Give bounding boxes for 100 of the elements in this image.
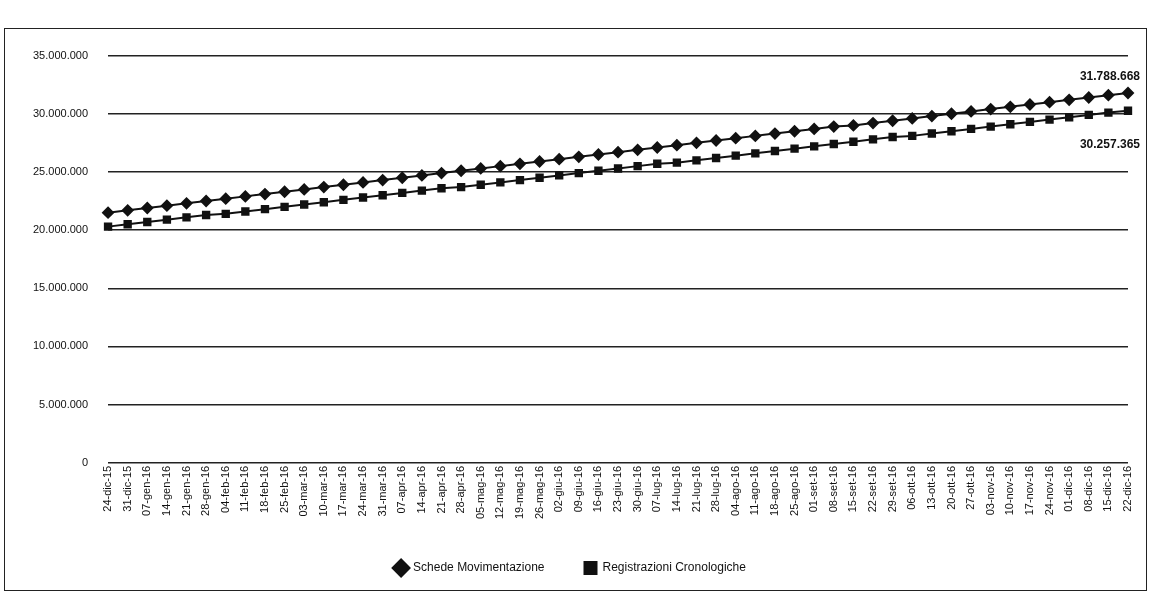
- x-tick-label: 15-set-16: [846, 465, 859, 513]
- x-tick-label: 01-dic-16: [1062, 465, 1075, 512]
- x-tick-label: 17-nov-16: [1022, 465, 1035, 516]
- x-tick-label: 28-apr-16: [454, 465, 467, 514]
- x-tick-label: 27-ott-16: [964, 465, 977, 510]
- x-tick-label: 05-mag-16: [473, 465, 486, 520]
- x-tick-label: 14-gen-16: [159, 465, 172, 516]
- point: [1045, 115, 1054, 124]
- x-tick-label: 11-ago-16: [748, 465, 761, 516]
- x-tick-label: 31-dic-15: [120, 465, 133, 512]
- legend-label: Schede Movimentazione: [413, 560, 545, 575]
- x-tick-label: 17-mar-16: [336, 465, 349, 517]
- x-tick-label: 20-ott-16: [944, 465, 957, 510]
- point: [533, 155, 546, 168]
- point: [925, 110, 938, 123]
- point: [513, 157, 526, 170]
- x-tick-label: 14-lug-16: [669, 465, 682, 513]
- point: [868, 135, 878, 144]
- point: [710, 134, 723, 147]
- point: [1122, 86, 1134, 99]
- x-tick-label: 14-apr-16: [414, 465, 427, 514]
- x-tick-label: 16-giu-16: [591, 465, 604, 513]
- point: [749, 129, 762, 142]
- point: [239, 190, 252, 203]
- point: [827, 120, 840, 133]
- y-tick-label: 30.000.000: [32, 106, 89, 119]
- point: [670, 139, 683, 152]
- point: [906, 112, 919, 125]
- point: [790, 144, 799, 153]
- x-tick-label: 28-gen-16: [199, 465, 212, 516]
- point: [908, 131, 917, 141]
- point: [770, 146, 780, 156]
- point: [319, 198, 328, 207]
- point: [731, 151, 740, 160]
- point: [535, 173, 544, 182]
- point: [160, 199, 173, 212]
- point: [515, 175, 525, 185]
- y-tick-label: 0: [81, 455, 89, 468]
- point: [672, 158, 682, 167]
- x-tick-label: 23-giu-16: [611, 465, 624, 513]
- point: [182, 213, 191, 222]
- x-tick-label: 21-gen-16: [179, 465, 192, 516]
- point: [415, 169, 428, 182]
- legend-label: Registrazioni Cronologiche: [602, 560, 747, 575]
- x-tick-label: 31-mar-16: [375, 465, 388, 517]
- x-tick-label: 04-ago-16: [728, 465, 741, 516]
- point: [847, 119, 860, 132]
- y-tick-label: 35.000.000: [32, 48, 89, 61]
- x-tick-label: 30-giu-16: [630, 465, 643, 513]
- y-tick-label: 25.000.000: [32, 164, 89, 177]
- point: [829, 139, 838, 149]
- point: [947, 127, 956, 136]
- point: [398, 188, 407, 198]
- point: [1063, 93, 1076, 106]
- point: [692, 156, 701, 165]
- point: [143, 217, 152, 227]
- point: [888, 132, 897, 142]
- annotation: 31.788.668: [1079, 69, 1141, 84]
- point: [1043, 96, 1056, 109]
- x-tick-label: 25-feb-16: [277, 465, 290, 513]
- x-tick-label: 21-apr-16: [434, 465, 447, 514]
- point: [417, 186, 427, 195]
- point: [201, 210, 211, 220]
- point: [651, 141, 664, 154]
- point: [494, 160, 507, 173]
- x-tick-label: 01-set-16: [807, 465, 820, 513]
- point: [376, 174, 389, 187]
- point: [456, 182, 466, 192]
- x-tick-label: 22-set-16: [866, 465, 879, 513]
- x-tick-label: 12-mag-16: [493, 465, 506, 520]
- y-tick-label: 15.000.000: [32, 281, 89, 294]
- point: [258, 188, 271, 201]
- point: [1064, 113, 1074, 122]
- x-tick-label: 07-apr-16: [395, 465, 408, 514]
- x-tick-label: 07-lug-16: [650, 465, 663, 513]
- x-tick-label: 18-feb-16: [258, 465, 270, 513]
- point: [339, 195, 348, 205]
- y-tick-label: 10.000.000: [32, 339, 89, 352]
- point: [1102, 89, 1115, 102]
- point: [594, 166, 603, 175]
- point: [241, 207, 250, 216]
- point: [986, 122, 995, 131]
- x-tick-label: 29-set-16: [885, 465, 898, 513]
- point: [1023, 98, 1036, 111]
- point: [555, 171, 564, 180]
- point: [574, 168, 583, 178]
- point: [200, 195, 213, 208]
- point: [808, 122, 821, 135]
- point: [631, 143, 644, 156]
- point: [867, 117, 880, 130]
- point: [435, 167, 448, 180]
- point: [437, 184, 446, 193]
- point: [496, 178, 505, 187]
- point: [1123, 106, 1133, 115]
- point: [592, 148, 605, 161]
- point: [751, 149, 760, 158]
- point: [612, 146, 625, 159]
- point: [358, 193, 368, 202]
- point: [553, 153, 566, 166]
- x-tick-label: 02-giu-16: [552, 465, 565, 513]
